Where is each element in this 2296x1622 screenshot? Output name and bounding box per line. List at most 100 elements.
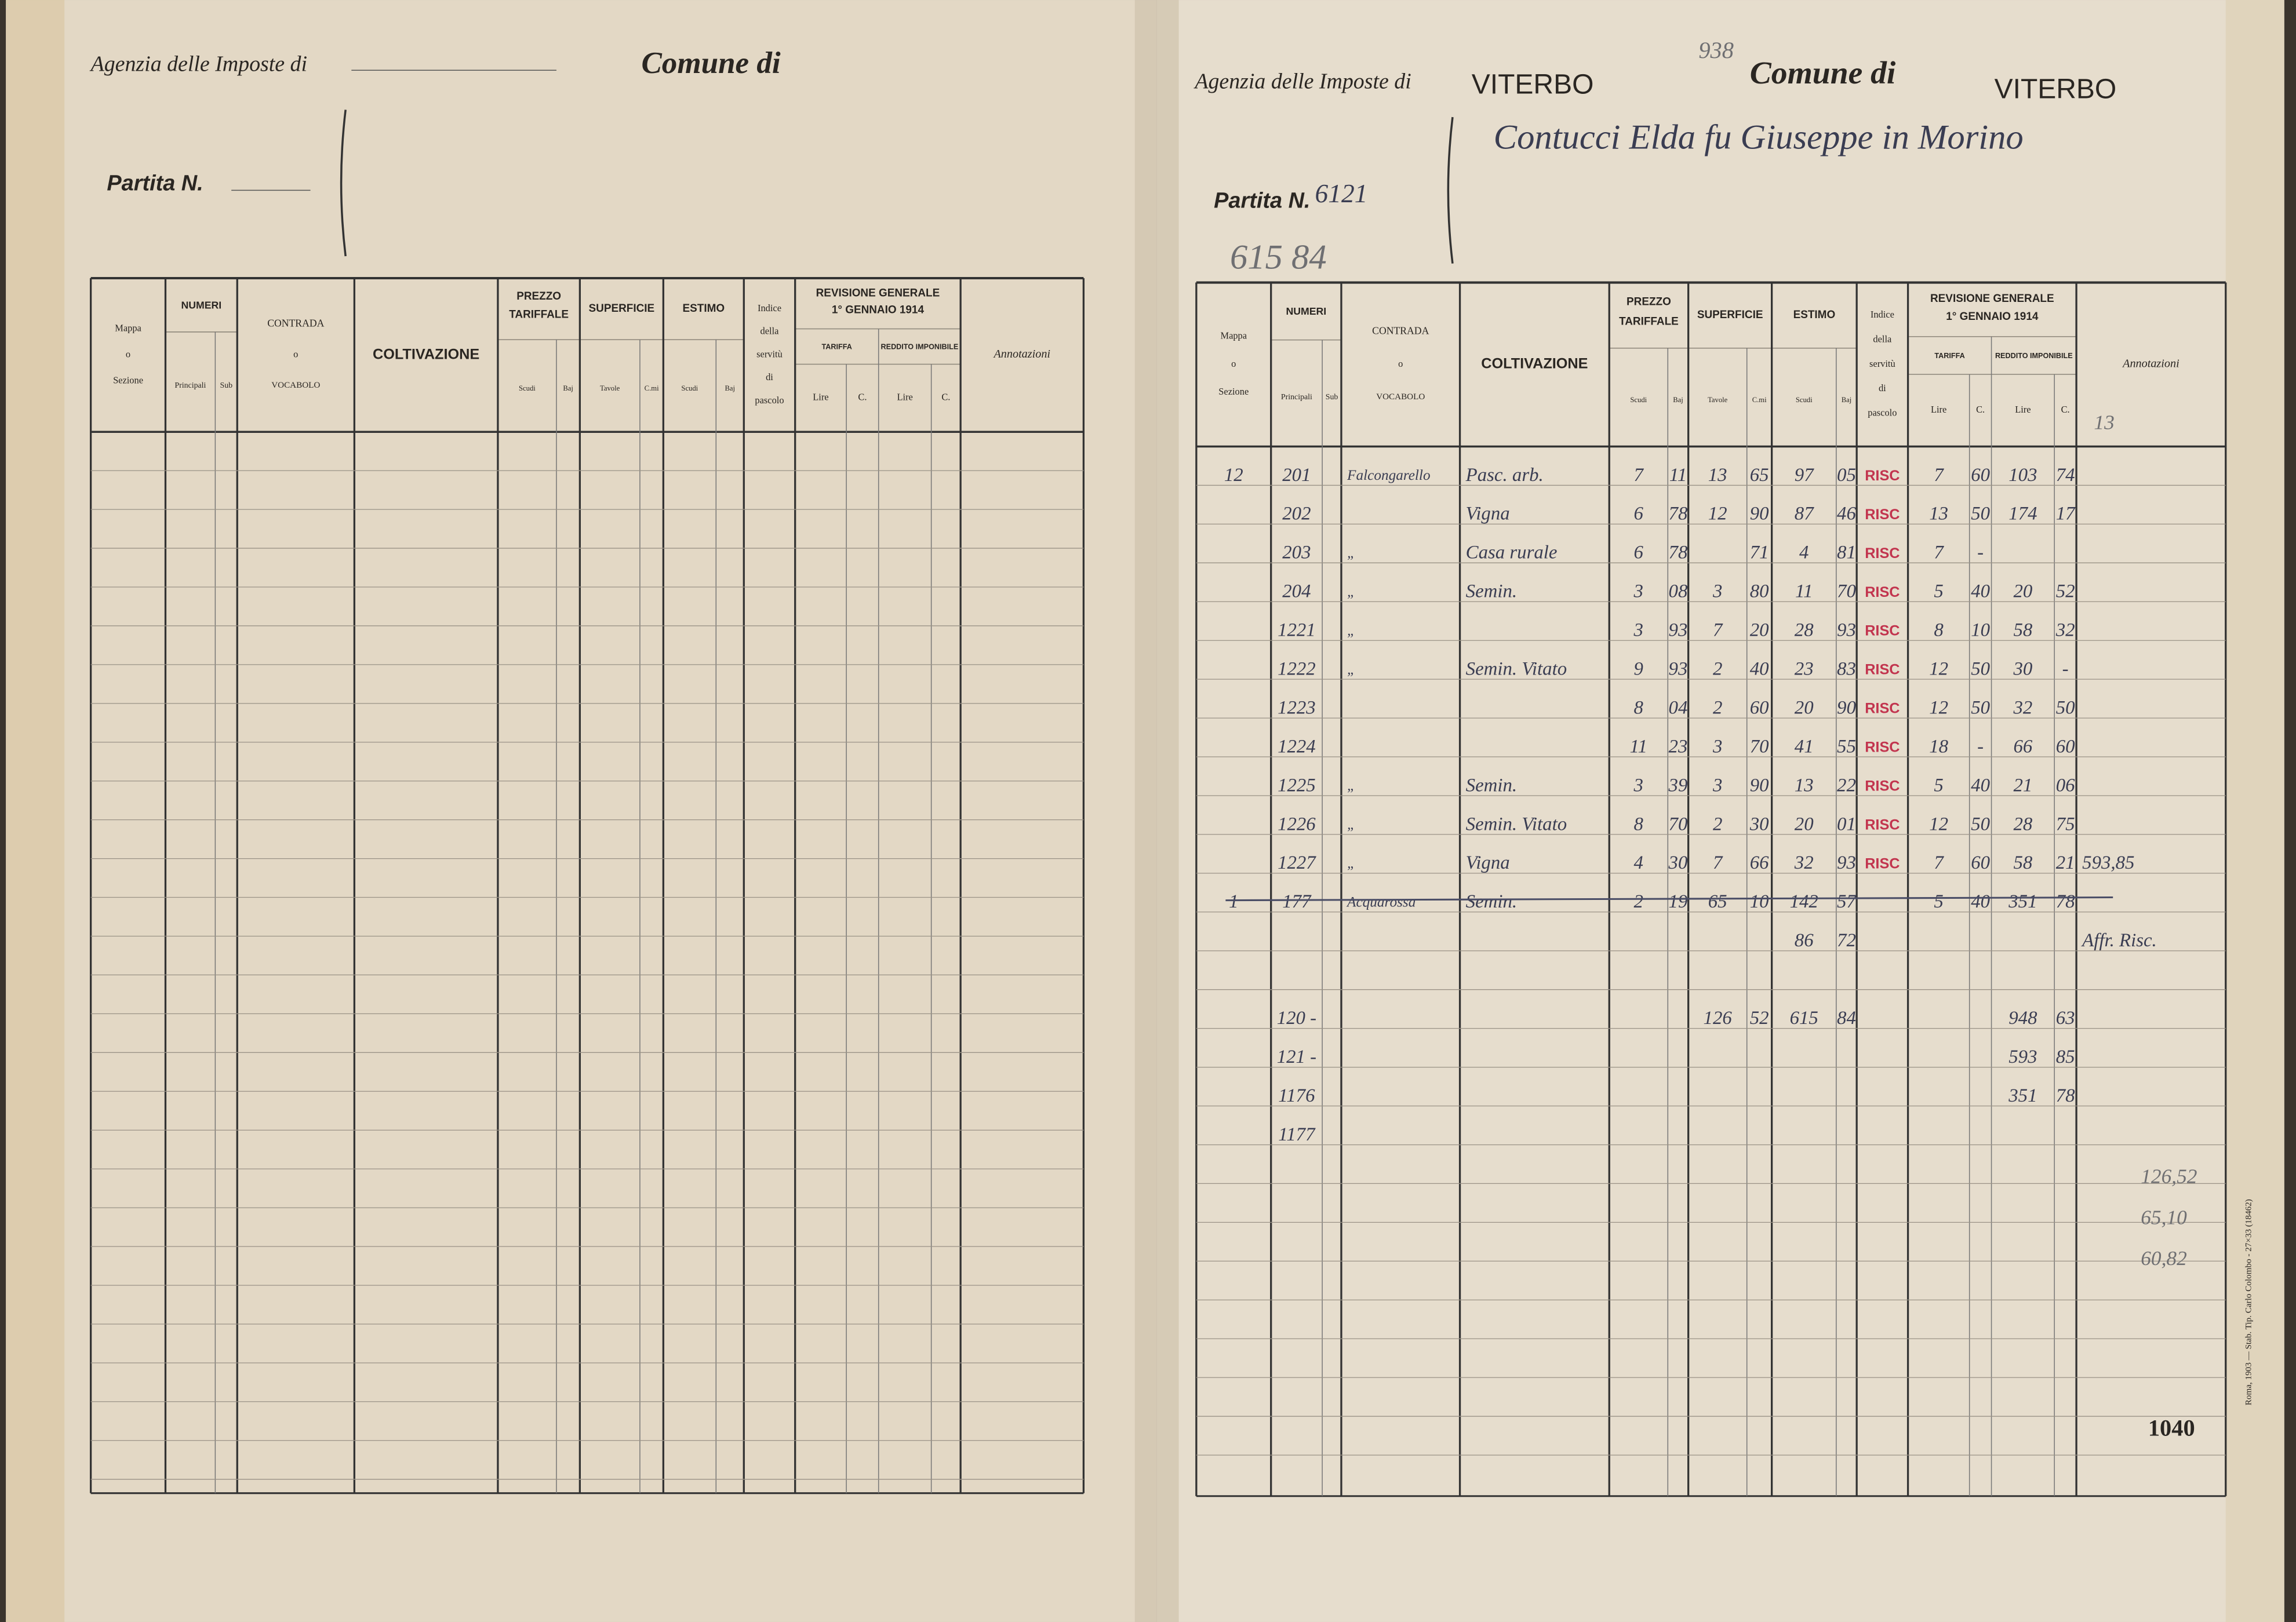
entry: 23 <box>1669 736 1688 757</box>
header-label: ESTIMO <box>683 302 725 315</box>
entry: 50 <box>1971 814 1990 834</box>
printer-imprint: Roma, 1903 — Stab. Tip. Carlo Colombo - … <box>2244 1199 2254 1405</box>
header-label: TARIFFALE <box>1619 315 1679 327</box>
entry: 40 <box>1750 659 1769 680</box>
entry: 2 <box>1634 891 1643 912</box>
entry: 75 <box>2056 814 2075 834</box>
header-label: Baj <box>725 384 736 392</box>
entry: 57 <box>1837 891 1857 912</box>
entry: „ <box>1347 622 1355 639</box>
entry: 5 <box>1934 891 1943 912</box>
entry: 174 <box>2008 504 2037 524</box>
entry: Affr. Risc. <box>2081 930 2157 951</box>
entry: 06 <box>2056 775 2075 796</box>
entry: 201 <box>1282 465 1311 486</box>
entry: 83 <box>1837 659 1856 680</box>
header-label: C. <box>941 392 950 403</box>
header-label: servitù <box>1869 358 1895 369</box>
header-label: o <box>1398 358 1403 369</box>
header-label: o <box>126 348 130 359</box>
entry: Falcongarello <box>1347 467 1431 483</box>
entry: 351 <box>2008 1085 2037 1106</box>
entry: 1 <box>1229 891 1238 912</box>
risc-stamp: RISC <box>1865 778 1900 794</box>
header-label: Scudi <box>519 384 536 392</box>
header-label: Mappa <box>1220 330 1247 341</box>
reference-note: 938 <box>1698 37 1734 63</box>
entry: 80 <box>1750 581 1769 602</box>
entry: 202 <box>1282 504 1311 524</box>
header-label: C.mi <box>1752 396 1767 404</box>
entry: „ <box>1347 855 1355 872</box>
entry: 12 <box>1224 465 1243 486</box>
entry: 120 - <box>1277 1008 1316 1029</box>
entry: 23 <box>1795 659 1814 680</box>
entry: 12 <box>1929 659 1948 680</box>
entry: 66 <box>2013 736 2032 757</box>
entry: 8 <box>1634 814 1644 834</box>
entry: 71 <box>1750 542 1769 563</box>
page-number: 1040 <box>2148 1415 2195 1441</box>
entry: 81 <box>1837 542 1856 563</box>
header-label: Mappa <box>115 322 141 333</box>
entry: „ <box>1347 661 1355 677</box>
entry: 70 <box>1837 581 1856 602</box>
entry: Semin. <box>1466 775 1517 796</box>
entry: 32 <box>2055 620 2075 641</box>
header-label: Scudi <box>1630 396 1647 404</box>
entry: „ <box>1347 778 1355 794</box>
entry: 8 <box>1634 697 1644 718</box>
header-label: COLTIVAZIONE <box>373 346 479 362</box>
entry: 1226 <box>1278 814 1316 834</box>
entry: 11 <box>1630 736 1647 757</box>
entry: 01 <box>1837 814 1856 834</box>
entry: 40 <box>1971 775 1990 796</box>
header-label: di <box>1879 382 1886 393</box>
comune-label: Comune di <box>641 46 780 80</box>
header-label: pascolo <box>1868 407 1897 418</box>
header-label: Baj <box>1842 396 1852 404</box>
entry: 30 <box>1668 852 1688 873</box>
entry: 78 <box>2056 1085 2075 1106</box>
header-label: COLTIVAZIONE <box>1481 356 1588 372</box>
entry: 63 <box>2056 1008 2075 1029</box>
header-label: Lire <box>897 392 912 403</box>
partita-label: Partita N. <box>1214 189 1310 213</box>
entry: Vigna <box>1466 504 1510 524</box>
header-label: servitù <box>756 348 783 359</box>
entry: 30 <box>1749 814 1769 834</box>
header-label: CONTRADA <box>1372 325 1429 337</box>
entry: 40 <box>1971 891 1990 912</box>
entry: 20 <box>1795 814 1814 834</box>
entry: „ <box>1347 584 1355 600</box>
entry: 5 <box>1934 581 1943 602</box>
risc-stamp: RISC <box>1865 855 1900 872</box>
header-label: Lire <box>1931 404 1946 415</box>
entry: 18 <box>1929 736 1948 757</box>
entry: 6 <box>1634 504 1644 524</box>
entry: 40 <box>1971 581 1990 602</box>
header-label: Annotazioni <box>2122 358 2179 370</box>
entry: - <box>1977 542 1984 563</box>
header-label: SUPERFICIE <box>589 302 655 315</box>
header-label: Sub <box>1326 393 1338 402</box>
header-label: ESTIMO <box>1793 309 1836 321</box>
entry: Semin. <box>1466 891 1517 912</box>
partita-label: Partita N. <box>107 171 203 195</box>
entry: 86 <box>1795 930 1814 951</box>
entry: 593,85 <box>2082 852 2134 873</box>
header-label: TARIFFALE <box>509 309 569 321</box>
header-label: C. <box>1976 404 1985 415</box>
header-label: 1° GENNAIO 1914 <box>1946 311 2039 323</box>
entry: 32 <box>1794 852 1814 873</box>
header-label: VOCABOLO <box>1376 392 1425 402</box>
risc-stamp: RISC <box>1865 701 1900 717</box>
entry: 126 <box>1704 1008 1733 1029</box>
header-label: TARIFFA <box>1934 352 1964 360</box>
header-label: TARIFFA <box>822 343 852 351</box>
entry: 58 <box>2013 620 2032 641</box>
entry: 65 <box>1750 465 1769 486</box>
entry: 7 <box>1634 465 1644 486</box>
entry: 20 <box>1750 620 1769 641</box>
